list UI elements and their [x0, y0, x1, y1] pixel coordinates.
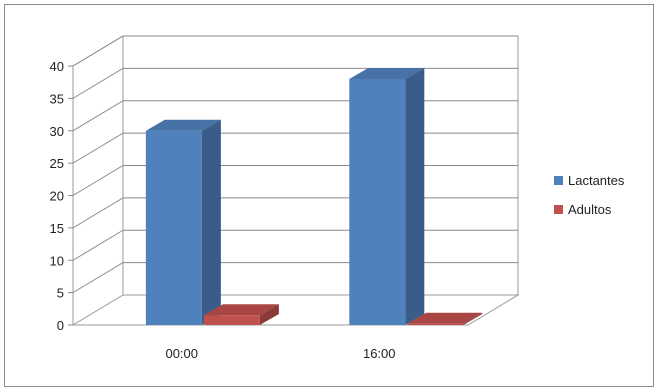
bar-top	[145, 119, 221, 131]
y-tick-label: 35	[50, 91, 64, 106]
bar-top	[349, 67, 425, 79]
bar-front	[145, 130, 202, 325]
bar-front	[407, 323, 464, 325]
bar-side	[405, 67, 425, 325]
gridline	[72, 132, 518, 164]
x-category-label: 00:00	[165, 346, 198, 361]
y-tick-label: 30	[50, 124, 64, 139]
bar-side	[259, 304, 279, 325]
bar-side	[463, 312, 483, 325]
gridline	[72, 262, 518, 294]
chart-frame	[4, 4, 654, 387]
bar-top	[203, 304, 279, 316]
gridline	[72, 35, 518, 67]
bar-side	[201, 119, 221, 325]
legend-swatch	[554, 205, 563, 214]
x-category-label: 16:00	[363, 346, 396, 361]
y-tick-label: 5	[57, 286, 64, 301]
gridline	[72, 197, 518, 229]
y-tick-label: 0	[57, 318, 64, 333]
x-axis-labels: 00:00 16:00	[165, 346, 395, 361]
y-tick-label: 20	[50, 189, 64, 204]
bars	[145, 67, 483, 325]
bar-front	[349, 78, 406, 325]
gridline	[72, 229, 518, 261]
legend-label: Lactantes	[568, 173, 625, 188]
y-tick-label: 15	[50, 221, 64, 236]
legend: Lactantes Adultos	[554, 173, 625, 217]
bar-top	[407, 312, 483, 324]
y-axis-ticks: 0 5 10 15 20 25 30 35 40	[50, 59, 73, 333]
gridline	[72, 100, 518, 132]
gridlines	[72, 35, 518, 294]
bar-front	[203, 315, 260, 325]
chart-walls	[71, 35, 520, 326]
floor	[71, 294, 520, 326]
gridline	[72, 165, 518, 196]
y-tick-label: 25	[50, 156, 64, 171]
y-tick-label: 40	[50, 59, 64, 74]
legend-swatch	[554, 176, 563, 185]
y-tick-label: 10	[50, 253, 64, 268]
gridline	[72, 67, 518, 99]
legend-label: Adultos	[568, 202, 612, 217]
